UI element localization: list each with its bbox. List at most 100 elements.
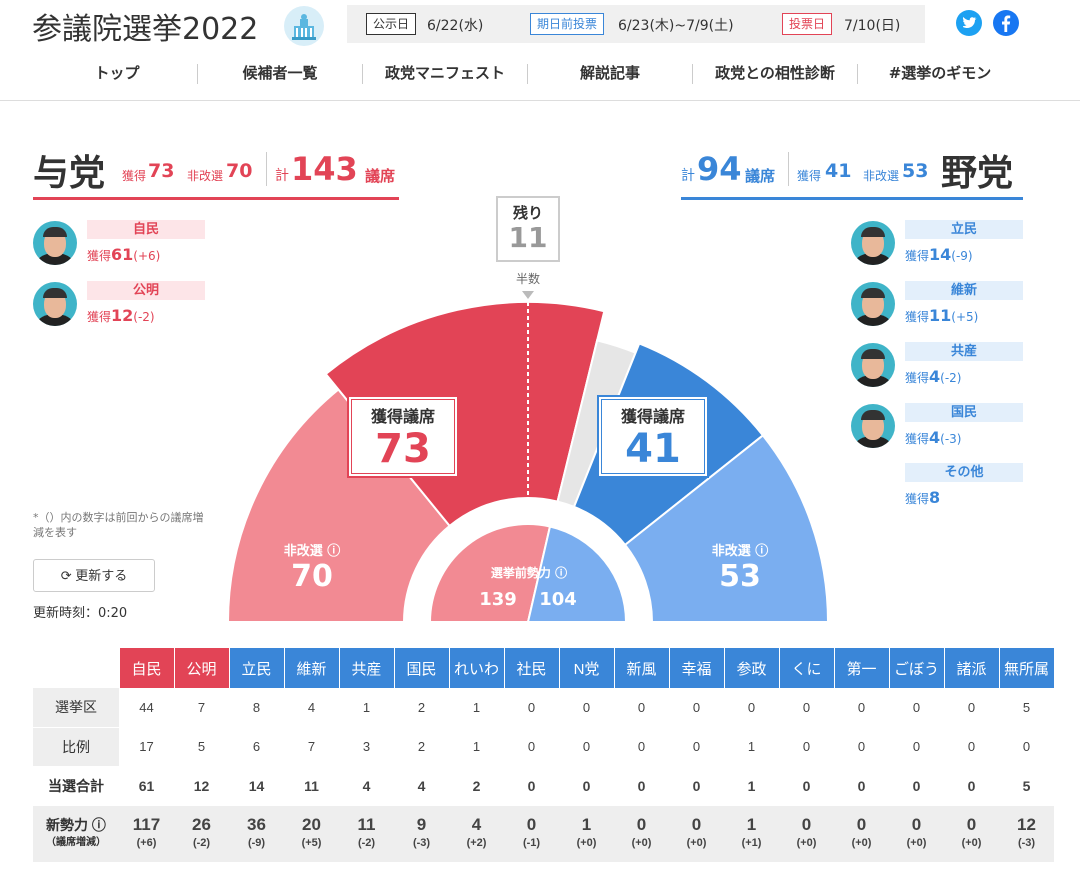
table-cell: 0: [779, 727, 834, 767]
table-cell: 5: [174, 727, 229, 767]
party-column-header: 公明: [174, 648, 230, 688]
table-cell: 1: [449, 688, 504, 728]
twitter-icon[interactable]: [956, 10, 982, 36]
footnote: *（）内の数字は前回からの議席増減を表す: [33, 511, 204, 539]
row-header: 新勢力 ⓘ （議席増減）: [33, 806, 119, 862]
party-name: 自民: [87, 220, 205, 239]
table-cell: 0: [857, 778, 866, 795]
nav-candidates[interactable]: 候補者一覧: [242, 64, 318, 82]
table-cell: 11 (-2): [339, 806, 394, 862]
party-column-header: 共産: [339, 648, 395, 688]
table-row: 新勢力 ⓘ （議席増減） 117 (+6) 26 (-2) 36 (-9) 20 (+5) 11 (-…: [33, 806, 1054, 862]
table-cell: 0: [834, 727, 889, 767]
remaining-box: 残り 11: [496, 196, 560, 262]
announcement-date-tag: 公示日: [366, 13, 417, 35]
ruling-title: 与党: [33, 153, 106, 194]
refresh-icon: ⟳: [60, 568, 72, 583]
table-cell: 0 (+0): [834, 806, 889, 862]
row-header: 選挙区: [33, 688, 119, 728]
party-result: 獲得14(-9): [905, 245, 973, 264]
table-cell: 0: [669, 688, 724, 728]
nav-articles[interactable]: 解説記事: [579, 64, 640, 82]
table-cell: 0: [999, 727, 1054, 767]
ruling-pre-arc: [428, 523, 552, 623]
party-column-header: 国民: [394, 648, 450, 688]
party-column-header: 諸派: [944, 648, 1000, 688]
party-result: 獲得4(-2): [905, 367, 962, 386]
party-name: その他: [905, 463, 1023, 482]
opp-total-prefix: 計: [681, 168, 695, 184]
opp-unchanged-arc: [623, 433, 830, 623]
party-column-header: 新風: [614, 648, 670, 688]
ruling-won-box: 獲得議席 73: [347, 395, 459, 478]
table-cell: 4 (+2): [449, 806, 504, 862]
table-cell: 0: [559, 727, 614, 767]
help-icon[interactable]: ⓘ: [555, 566, 568, 580]
ruling-total-suffix: 議席: [365, 167, 396, 185]
table-cell: 14: [248, 778, 265, 795]
opp-unchanged-value: 53: [719, 559, 761, 594]
opposition-summary: 計 94 議席 獲得 41 非改選 53 野党: [681, 140, 1023, 200]
facebook-icon[interactable]: [993, 10, 1019, 36]
table-cell: 1: [747, 778, 756, 795]
party-column-header: ごぼう: [889, 648, 945, 688]
ruling-total: 143: [291, 150, 358, 188]
early-voting-tag: 期日前投票: [530, 13, 605, 35]
party-name: 立民: [905, 220, 1023, 239]
divider: [266, 152, 267, 186]
help-icon[interactable]: ⓘ: [327, 544, 341, 559]
table-cell: 0: [669, 727, 724, 767]
remaining-label: 残り: [512, 204, 543, 222]
help-icon[interactable]: ⓘ: [755, 544, 769, 559]
party-column-header: 無所属: [999, 648, 1055, 688]
table-cell: 4: [284, 688, 339, 728]
opp-total: 94: [697, 150, 742, 188]
table-cell: 0: [889, 727, 944, 767]
voting-day-date: 7/10(日): [844, 18, 901, 34]
party-leader-avatar: [851, 343, 895, 387]
opp-won-value: 41: [625, 426, 681, 472]
nav-divider: [527, 64, 528, 84]
voting-day-tag: 投票日: [782, 13, 833, 35]
ruling-unchanged-value: 70: [291, 559, 333, 594]
won-label: 獲得議席: [620, 407, 685, 426]
won-label: 獲得議席: [370, 407, 435, 426]
table-cell: 11: [304, 778, 319, 795]
party-column-header: 自民: [119, 648, 175, 688]
opposition-title: 野党: [941, 153, 1014, 194]
table-cell: 0 (+0): [944, 806, 999, 862]
table-row: 選挙区 44 7 8 4 1 2 1 0 0 0 0 0 0 0 0 0 5: [33, 688, 1054, 728]
nav-manifesto[interactable]: 政党マニフェスト: [384, 64, 505, 82]
remaining-value: 11: [508, 221, 548, 254]
table-cell: 12 (-3): [999, 806, 1054, 862]
table-cell: 4: [362, 778, 371, 795]
table-cell: 2: [394, 727, 449, 767]
table-cell: 0: [944, 688, 999, 728]
table-cell: 0: [527, 778, 536, 795]
table-cell: 36 (-9): [229, 806, 284, 862]
table-cell: 5: [1022, 778, 1031, 795]
party-result: 獲得4(-3): [905, 428, 962, 447]
unchanged-label: 非改選: [711, 544, 751, 559]
refresh-button[interactable]: ⟳ 更新する: [33, 559, 155, 592]
ruling-won-label: 獲得: [122, 169, 147, 183]
table-cell: 3: [339, 727, 394, 767]
party-column-header: 維新: [284, 648, 340, 688]
table-cell: 1: [449, 727, 504, 767]
table-cell: 0 (+0): [889, 806, 944, 862]
table-cell: 0: [614, 727, 669, 767]
table-cell: 20 (+5): [284, 806, 339, 862]
party-column-header: れいわ: [449, 648, 505, 688]
party-column-header: 立民: [229, 648, 285, 688]
table-cell: 0 (+0): [779, 806, 834, 862]
nav-top[interactable]: トップ: [94, 64, 140, 82]
nav-divider: [197, 64, 198, 84]
nav-border: [0, 100, 1080, 101]
nav-questions[interactable]: #選挙のギモン: [888, 64, 992, 82]
nav-matching[interactable]: 政党との相性診断: [715, 64, 835, 82]
seat-chart: [226, 291, 830, 623]
table-cell: 0: [692, 778, 701, 795]
party-name: 共産: [905, 342, 1023, 361]
table-cell: 4: [417, 778, 426, 795]
table-cell: 0 (-1): [504, 806, 559, 862]
